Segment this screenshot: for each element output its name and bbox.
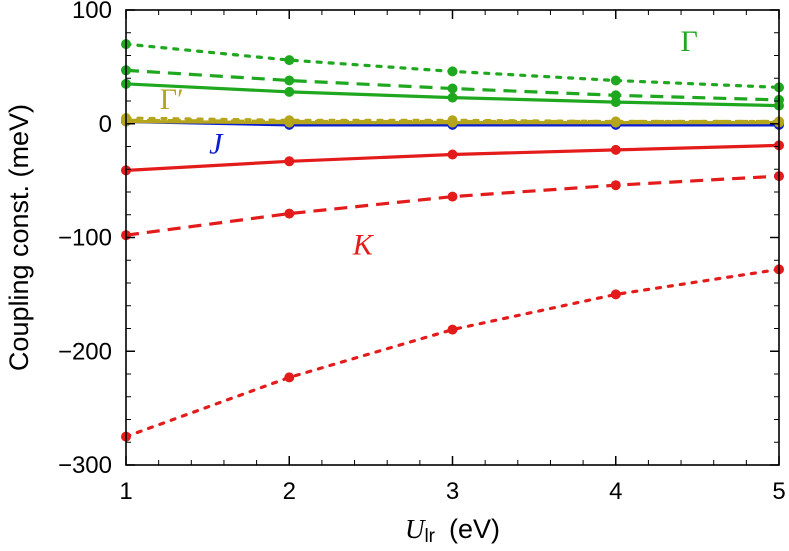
y-tick-label: −100 — [58, 225, 112, 252]
y-axis-label: Coupling const. (meV) — [4, 104, 34, 371]
x-axis-label: Ulr (eV) — [405, 514, 500, 547]
x-tick-label: 2 — [283, 478, 296, 505]
y-tick-label: 100 — [72, 0, 112, 24]
x-axis-unit: (eV) — [449, 514, 500, 544]
x-axis-symbol: U — [405, 514, 426, 544]
series-line — [124, 267, 781, 439]
series-K-dashed — [121, 171, 784, 241]
data-point — [610, 75, 621, 86]
data-point — [284, 115, 295, 126]
y-tick-label: −300 — [58, 452, 112, 479]
y-tick-label: 0 — [99, 111, 112, 138]
data-point — [284, 86, 295, 97]
data-point — [447, 324, 458, 335]
tick-layer: 1 2 3 4 5 100 0 −100 −200 −300 — [58, 0, 786, 505]
x-tick-label: 5 — [772, 478, 785, 505]
plot-frame — [125, 9, 780, 466]
annotation-label: J — [209, 127, 224, 160]
x-tick-label: 3 — [446, 478, 459, 505]
data-point — [610, 97, 621, 108]
x-tick-label: 1 — [119, 478, 132, 505]
data-point — [610, 144, 621, 155]
data-point — [447, 83, 458, 94]
data-point — [447, 149, 458, 160]
data-point — [284, 372, 295, 383]
x-axis-subscript: lr — [424, 526, 435, 547]
annotation-label: K — [352, 229, 375, 262]
annotation-layer: Γ Γ′ J K — [160, 25, 698, 262]
data-point — [447, 191, 458, 202]
data-point — [610, 289, 621, 300]
data-point — [284, 208, 295, 219]
y-tick-label: −200 — [58, 338, 112, 365]
data-point — [447, 92, 458, 103]
series-Γ-dotted — [121, 39, 784, 93]
data-point — [447, 66, 458, 77]
data-point — [610, 116, 621, 127]
series-layer — [121, 39, 784, 442]
series-K-dotted — [121, 264, 784, 442]
x-tick-label: 4 — [609, 478, 622, 505]
annotation-label: Γ′ — [160, 83, 184, 116]
data-point — [284, 156, 295, 167]
annotation-label: Γ — [681, 25, 698, 58]
data-point — [447, 115, 458, 126]
data-point — [610, 180, 621, 191]
data-point — [284, 55, 295, 66]
series-Γ-solid — [121, 78, 784, 111]
data-point — [284, 75, 295, 86]
series-line — [125, 174, 780, 237]
